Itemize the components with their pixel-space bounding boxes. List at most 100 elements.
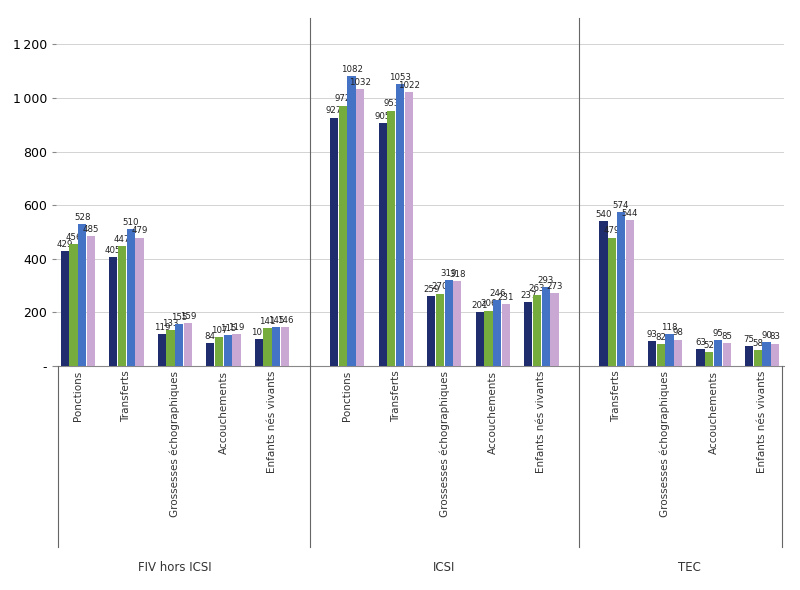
- Text: 119: 119: [154, 323, 170, 332]
- Bar: [484, 311, 493, 366]
- Bar: [626, 220, 634, 366]
- Bar: [233, 334, 241, 366]
- Text: ICSI: ICSI: [433, 560, 455, 573]
- Bar: [166, 330, 174, 366]
- Text: 206: 206: [480, 300, 497, 309]
- Bar: [272, 327, 281, 366]
- Text: 972: 972: [334, 94, 351, 103]
- Bar: [347, 76, 356, 366]
- Bar: [158, 334, 166, 366]
- Text: 246: 246: [489, 289, 506, 298]
- Bar: [714, 340, 722, 366]
- Text: 319: 319: [441, 269, 457, 278]
- Bar: [502, 304, 510, 366]
- Bar: [771, 343, 779, 366]
- Bar: [338, 106, 347, 366]
- Text: 107: 107: [211, 326, 227, 335]
- Bar: [674, 340, 682, 366]
- Text: 63: 63: [695, 338, 706, 347]
- Bar: [215, 337, 223, 366]
- Text: 318: 318: [449, 270, 466, 278]
- Text: 259: 259: [423, 286, 439, 294]
- Bar: [493, 300, 502, 366]
- Text: 159: 159: [180, 312, 196, 321]
- Text: 237: 237: [520, 291, 537, 300]
- Bar: [745, 346, 753, 366]
- Bar: [599, 221, 607, 366]
- Bar: [436, 293, 444, 366]
- Text: 485: 485: [82, 225, 99, 234]
- Bar: [475, 312, 484, 366]
- Text: 953: 953: [383, 100, 399, 109]
- Bar: [263, 328, 272, 366]
- Text: 405: 405: [105, 246, 122, 255]
- Bar: [427, 296, 435, 366]
- Text: 447: 447: [114, 235, 130, 244]
- Text: 141: 141: [259, 317, 276, 326]
- Text: 574: 574: [613, 201, 629, 210]
- Bar: [754, 350, 762, 366]
- Bar: [184, 323, 192, 366]
- Bar: [254, 339, 263, 366]
- Text: 528: 528: [74, 213, 90, 222]
- Text: 456: 456: [66, 232, 82, 241]
- Text: 201: 201: [471, 301, 488, 310]
- Text: 85: 85: [722, 332, 732, 341]
- Text: 270: 270: [432, 283, 448, 291]
- Text: 83: 83: [770, 332, 781, 342]
- Bar: [550, 293, 558, 366]
- Text: 544: 544: [622, 209, 638, 218]
- Text: 101: 101: [250, 327, 267, 337]
- Bar: [61, 251, 69, 366]
- Text: 231: 231: [498, 293, 514, 302]
- Text: 118: 118: [662, 323, 678, 332]
- Bar: [454, 281, 462, 366]
- Text: 95: 95: [713, 329, 723, 338]
- Text: 1022: 1022: [398, 81, 420, 90]
- Bar: [608, 238, 616, 366]
- Bar: [175, 324, 183, 366]
- Text: 82: 82: [655, 333, 666, 342]
- Bar: [666, 334, 674, 366]
- Text: 273: 273: [546, 281, 562, 290]
- Bar: [762, 342, 770, 366]
- Bar: [356, 90, 365, 366]
- Text: 84: 84: [205, 332, 216, 341]
- Bar: [617, 212, 625, 366]
- Bar: [78, 224, 86, 366]
- Text: 1053: 1053: [389, 73, 411, 81]
- Bar: [648, 341, 656, 366]
- Bar: [722, 343, 731, 366]
- Bar: [135, 238, 144, 366]
- Bar: [524, 302, 532, 366]
- Text: 98: 98: [673, 329, 684, 337]
- Bar: [70, 244, 78, 366]
- Bar: [118, 246, 126, 366]
- Text: 115: 115: [219, 324, 236, 333]
- Text: 58: 58: [752, 339, 763, 348]
- Bar: [281, 327, 290, 366]
- Text: 263: 263: [529, 284, 546, 293]
- Bar: [445, 280, 453, 366]
- Text: 293: 293: [538, 276, 554, 285]
- Text: 479: 479: [604, 227, 620, 235]
- Text: 1082: 1082: [341, 65, 362, 74]
- Bar: [696, 349, 705, 366]
- Text: 155: 155: [171, 313, 187, 322]
- Bar: [396, 84, 404, 366]
- Bar: [330, 117, 338, 366]
- Bar: [126, 230, 135, 366]
- Bar: [705, 352, 714, 366]
- Text: 52: 52: [704, 341, 714, 350]
- Text: 90: 90: [761, 330, 772, 340]
- Text: 133: 133: [162, 319, 178, 328]
- Bar: [657, 344, 665, 366]
- Text: 119: 119: [228, 323, 245, 332]
- Text: 146: 146: [277, 316, 294, 325]
- Bar: [87, 236, 95, 366]
- Bar: [387, 110, 395, 366]
- Text: TEC: TEC: [678, 560, 701, 573]
- Bar: [109, 257, 118, 366]
- Text: 479: 479: [131, 227, 148, 235]
- Text: 927: 927: [326, 106, 342, 116]
